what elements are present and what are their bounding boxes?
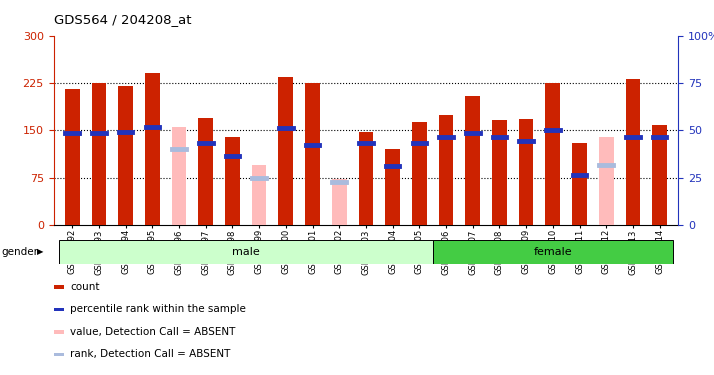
Bar [119,86,133,225]
Bar [358,132,373,225]
Bar [145,74,160,225]
Text: male: male [232,247,260,257]
Text: value, Detection Call = ABSENT: value, Detection Call = ABSENT [70,327,236,337]
Bar [412,122,427,225]
Bar [305,83,320,225]
Bar [278,76,293,225]
Bar [625,78,640,225]
Bar [599,136,613,225]
Bar [65,89,79,225]
Bar [198,118,213,225]
Bar [492,120,507,225]
Bar [91,83,106,225]
Text: gender: gender [1,247,39,257]
Bar [572,143,587,225]
Bar [252,165,266,225]
Text: count: count [70,282,99,292]
Bar [171,127,186,225]
Bar [438,114,453,225]
Bar [59,240,433,264]
Text: ▶: ▶ [37,248,44,256]
Bar [332,179,346,225]
Bar [653,125,667,225]
Text: GDS564 / 204208_at: GDS564 / 204208_at [54,13,191,26]
Bar [519,119,533,225]
Bar [225,136,240,225]
Text: rank, Detection Call = ABSENT: rank, Detection Call = ABSENT [70,350,231,359]
Text: female: female [533,247,572,257]
Bar [466,96,480,225]
Bar [545,83,560,225]
Bar [386,149,400,225]
Text: percentile rank within the sample: percentile rank within the sample [70,304,246,314]
Bar [433,240,673,264]
